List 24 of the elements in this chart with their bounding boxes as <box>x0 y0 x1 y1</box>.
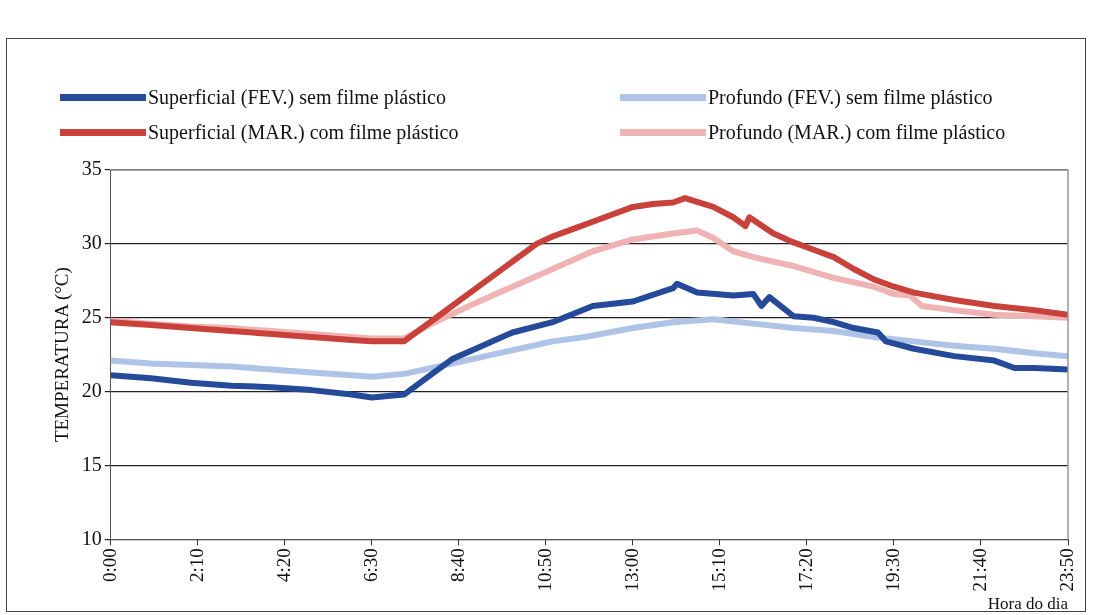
x-tick-label: 23:50 <box>1055 548 1077 592</box>
legend-label: Superficial (MAR.) com filme plástico <box>148 121 459 144</box>
x-tick-label: 15:10 <box>707 548 729 592</box>
y-tick-label: 15 <box>81 452 102 475</box>
x-tick-label: 13:00 <box>620 548 642 592</box>
y-tick-label: 25 <box>81 304 102 327</box>
x-tick-label: 6:30 <box>359 548 381 583</box>
legend-label: Superficial (FEV.) sem filme plástico <box>148 86 446 109</box>
x-tick-label: 2:10 <box>185 548 207 583</box>
x-tick-label: 4:20 <box>272 548 294 583</box>
x-tick-label: 0:00 <box>98 548 120 583</box>
x-tick-label: 17:20 <box>794 548 816 592</box>
y-tick-label: 35 <box>81 157 102 180</box>
x-tick-label: 8:40 <box>446 548 468 583</box>
y-tick-label: 30 <box>81 231 102 254</box>
x-tick-label: 19:30 <box>881 548 903 592</box>
x-axis-title: Hora do dia <box>987 594 1069 614</box>
y-tick-label: 20 <box>81 378 102 401</box>
y-tick-label: 10 <box>81 526 102 549</box>
x-tick-label: 21:40 <box>968 548 990 592</box>
legend-label: Profundo (MAR.) com filme plástico <box>708 121 1006 144</box>
x-tick-label: 10:50 <box>533 548 555 592</box>
y-axis-title: TEMPERATURA (°C) <box>51 267 74 443</box>
legend-label: Profundo (FEV.) sem filme plástico <box>708 86 993 109</box>
